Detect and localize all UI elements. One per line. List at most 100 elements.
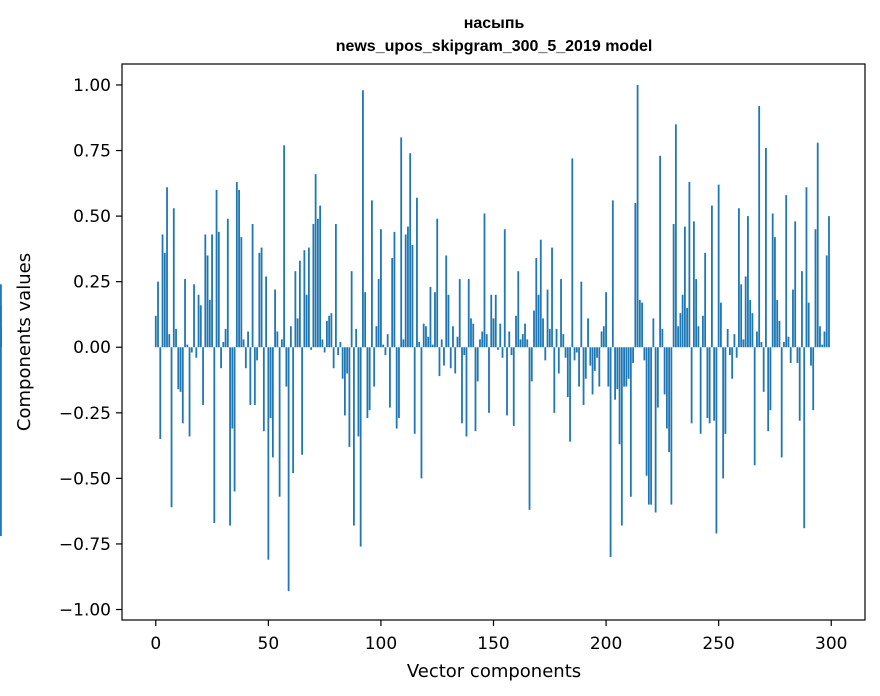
bar [427,336,430,348]
bar [258,252,261,348]
bar [614,347,616,400]
bar [303,250,306,348]
bar [503,229,506,348]
bar [515,315,517,348]
bar [560,279,562,348]
bar [357,347,360,437]
bar [204,234,207,348]
bar [319,205,322,348]
bar [679,313,682,348]
bar [686,307,689,348]
bar [711,205,713,348]
bar [481,331,484,348]
bar [740,284,743,348]
bar [235,182,238,348]
x-tick-label: 100 [365,634,397,654]
bar [708,347,711,424]
bar [179,347,182,392]
bar [735,347,738,358]
bar [823,331,826,348]
bar [472,323,475,348]
bar [828,216,830,348]
bar [792,289,794,348]
bar [348,347,351,447]
bar [695,279,698,348]
bar [814,229,817,348]
bar [794,221,797,348]
bar [783,342,785,348]
bar [211,234,213,348]
bar [539,239,542,348]
bar [265,276,267,348]
bar [285,347,288,387]
bar [551,247,553,348]
bar [244,347,247,369]
bar [368,347,371,411]
x-tick-label: 250 [702,634,734,654]
bar [0,284,2,348]
bar [731,347,734,379]
bar [769,347,772,411]
bar [353,347,355,526]
bar [517,271,520,348]
bar [697,326,700,348]
bar [803,347,806,529]
bar [636,84,639,348]
bar [618,347,621,445]
bar [222,342,225,348]
bar [371,200,373,348]
bar [510,347,513,356]
bar [386,334,389,348]
bar [521,334,524,348]
bar [571,158,574,348]
bar [668,347,671,453]
bar [724,347,727,434]
bar [519,339,522,348]
bar [465,347,468,437]
bar [251,223,254,348]
y-axis-ticks: 1.00 0.75 0.50 0.25 0.00 −0.25 −0.50 −0.75 −1.00 [59,76,122,621]
bar [463,347,466,356]
bar [821,344,824,348]
bar [467,279,470,348]
bar [688,182,691,348]
bar [778,321,781,348]
bar [380,229,382,348]
bar [713,347,716,421]
bar [825,255,828,348]
bar [751,313,754,348]
bar [341,347,344,379]
bar [490,294,493,348]
bar [582,347,585,405]
bar [454,347,457,374]
bar [389,347,391,408]
bar [339,342,342,348]
chart-title-line-1: насыпь [464,15,525,32]
bar [301,347,304,455]
bar [184,279,186,348]
bar [445,255,448,348]
bar [747,216,749,348]
bar [278,347,281,497]
bar [629,347,632,497]
bar [744,276,747,348]
bar [555,328,558,348]
y-tick-label: 1.00 [73,76,111,96]
bar [674,124,677,348]
bar [485,334,488,348]
bar [434,292,436,348]
bar [656,347,659,408]
bar [256,347,258,361]
bar [416,197,418,348]
bar [596,347,598,358]
bar [202,347,204,405]
bar [584,347,587,379]
bar [420,347,423,479]
x-axis-label: Vector components [407,661,581,682]
bar [641,302,643,348]
bar [172,208,175,348]
bar [384,347,387,356]
bar [589,347,592,366]
bar [492,318,495,348]
bar [226,218,229,348]
